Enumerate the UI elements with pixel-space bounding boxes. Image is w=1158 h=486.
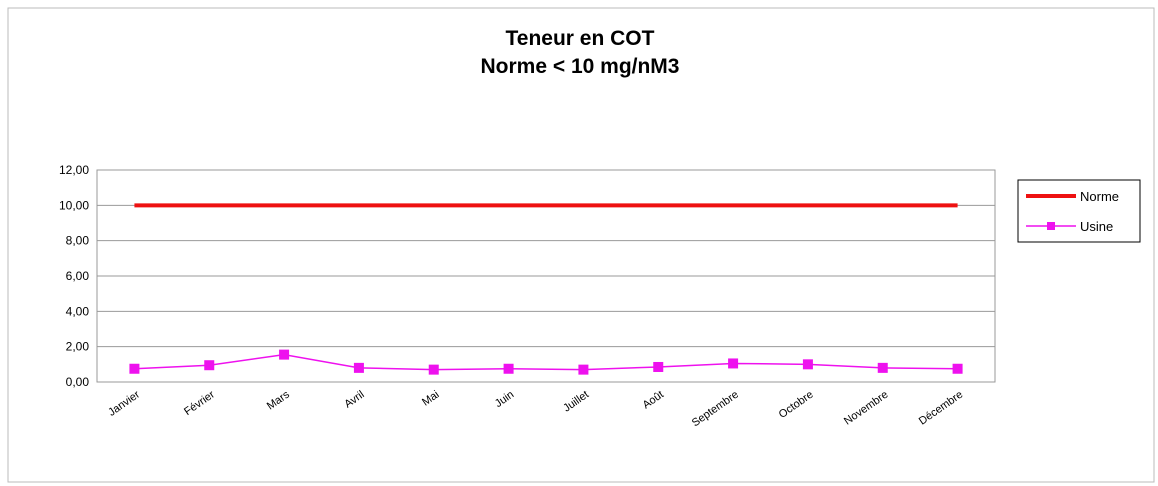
- point-marker: [353, 362, 364, 373]
- point-marker: [503, 363, 514, 374]
- x-tick-label: Juin: [493, 389, 516, 410]
- chart-title: Teneur en COT: [506, 27, 655, 50]
- point-marker: [204, 360, 215, 371]
- chart-subtitle: Norme < 10 mg/nM3: [481, 55, 680, 78]
- point-marker: [129, 363, 140, 374]
- point-marker: [428, 364, 439, 375]
- y-tick-label: 6,00: [66, 269, 90, 283]
- x-tick-label: Septembre: [690, 389, 741, 430]
- x-tick-label: Octobre: [777, 389, 816, 421]
- y-tick-label: 2,00: [66, 340, 90, 354]
- point-marker: [279, 349, 290, 360]
- point-marker: [578, 364, 589, 375]
- x-tick-label: Juillet: [561, 389, 591, 415]
- series-line: [134, 353, 958, 371]
- y-tick-label: 12,00: [59, 163, 89, 177]
- plot-frame: [96, 169, 996, 383]
- x-tick-label: Novembre: [842, 389, 890, 428]
- legend-marker: [1047, 222, 1055, 230]
- x-tick-label: Avril: [342, 389, 366, 411]
- legend-label: Usine: [1080, 219, 1113, 234]
- x-tick-label: Février: [182, 388, 217, 418]
- x-tick-label: Mai: [420, 389, 441, 409]
- x-tick-label: Décembre: [917, 389, 965, 428]
- point-marker: [728, 358, 739, 369]
- y-tick-label: 8,00: [66, 234, 90, 248]
- y-tick-label: 10,00: [59, 198, 89, 212]
- y-tick-label: 0,00: [66, 375, 90, 389]
- point-marker: [952, 363, 963, 374]
- x-tick-label: Mars: [265, 388, 292, 412]
- y-tick-label: 4,00: [66, 304, 90, 318]
- point-marker: [802, 359, 813, 370]
- x-tick-label: Août: [641, 389, 666, 412]
- legend-label: Norme: [1080, 189, 1119, 204]
- legend-box: [1017, 179, 1141, 243]
- chart-frame: [7, 7, 1155, 483]
- point-marker: [877, 362, 888, 373]
- x-tick-label: Janvier: [106, 388, 142, 418]
- point-marker: [653, 361, 664, 372]
